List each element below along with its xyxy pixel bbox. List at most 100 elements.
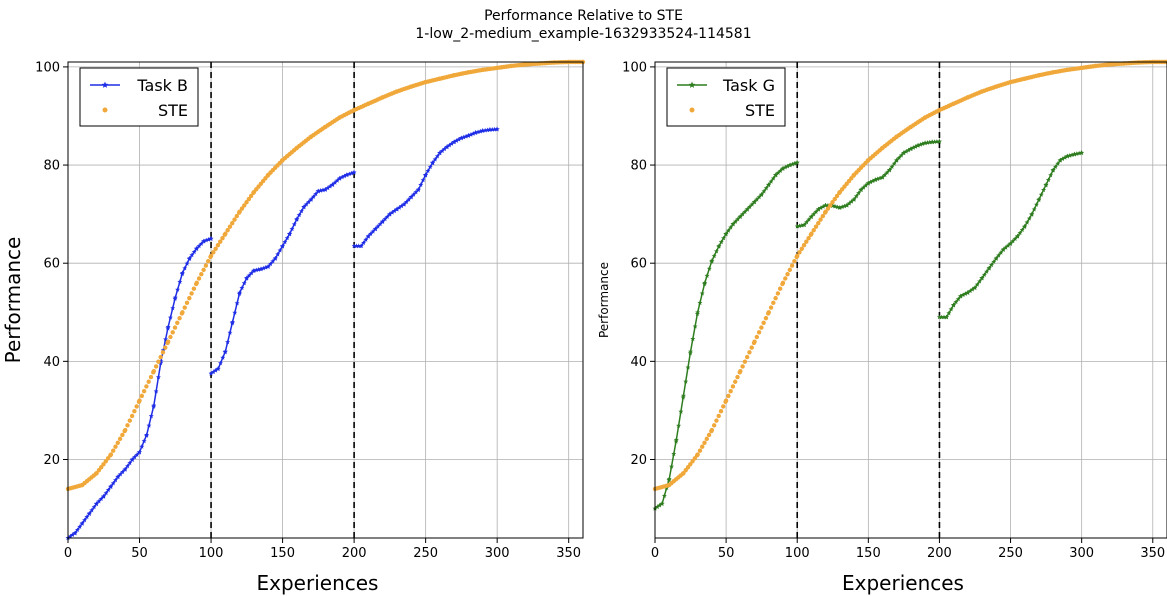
chart-panel-1: 0 50 100 150 200 250 300 350 20 40 60 80 100 Experien… bbox=[1, 59, 586, 595]
data-point bbox=[358, 243, 364, 249]
data-point bbox=[203, 263, 209, 268]
data-point bbox=[770, 175, 776, 181]
legend-entry: Task G bbox=[722, 76, 775, 95]
data-point bbox=[351, 169, 357, 175]
data-point bbox=[766, 182, 772, 187]
data-point bbox=[669, 463, 674, 469]
data-point bbox=[905, 147, 911, 153]
data-point bbox=[865, 180, 871, 186]
y-tick-label: 20 bbox=[630, 453, 647, 468]
data-point bbox=[213, 367, 219, 373]
data-point bbox=[780, 165, 786, 171]
data-point bbox=[756, 330, 762, 335]
data-point bbox=[811, 211, 817, 217]
data-point bbox=[454, 138, 460, 143]
legend-entry: STE bbox=[158, 101, 188, 120]
x-tick-label: 250 bbox=[998, 546, 1023, 561]
data-point bbox=[683, 378, 689, 384]
data-point bbox=[308, 196, 314, 202]
x-tick-label: 200 bbox=[342, 546, 367, 561]
data-point bbox=[851, 196, 857, 202]
data-point bbox=[425, 168, 431, 174]
data-point bbox=[659, 501, 665, 506]
data-point bbox=[153, 364, 159, 369]
data-point bbox=[339, 174, 345, 180]
data-point bbox=[974, 281, 980, 287]
data-point bbox=[306, 199, 312, 205]
data-point bbox=[740, 364, 745, 369]
data-point bbox=[891, 161, 897, 166]
data-point bbox=[730, 384, 736, 389]
x-axis-label: Experiences bbox=[257, 571, 379, 595]
data-point bbox=[676, 423, 682, 428]
data-point bbox=[153, 388, 159, 394]
data-point bbox=[91, 504, 97, 510]
x-tick-label: 0 bbox=[64, 546, 72, 561]
data-point bbox=[110, 480, 116, 486]
data-point bbox=[683, 468, 688, 473]
data-point bbox=[227, 330, 233, 335]
data-point bbox=[977, 278, 983, 284]
data-point bbox=[184, 260, 190, 266]
data-point bbox=[771, 300, 776, 306]
data-point bbox=[704, 436, 709, 442]
data-point bbox=[1057, 157, 1063, 163]
data-point bbox=[820, 204, 826, 209]
data-point bbox=[844, 202, 850, 208]
data-point bbox=[377, 221, 383, 227]
data-point bbox=[818, 205, 824, 211]
data-point bbox=[1019, 227, 1025, 233]
data-point bbox=[179, 270, 185, 276]
data-point bbox=[804, 219, 810, 225]
data-point bbox=[220, 235, 225, 241]
data-point bbox=[752, 199, 758, 204]
data-point bbox=[673, 437, 679, 442]
y-tick-label: 20 bbox=[43, 453, 60, 468]
data-point bbox=[896, 155, 902, 160]
data-point bbox=[177, 315, 182, 321]
data-point bbox=[399, 203, 405, 209]
data-point bbox=[809, 231, 814, 236]
data-point bbox=[737, 213, 743, 219]
data-point bbox=[688, 462, 693, 467]
data-point bbox=[1012, 236, 1018, 241]
data-point bbox=[82, 517, 88, 523]
data-point bbox=[325, 185, 331, 191]
data-point bbox=[470, 131, 476, 136]
data-point bbox=[692, 456, 698, 461]
data-point bbox=[122, 466, 128, 472]
data-point bbox=[74, 527, 80, 533]
data-point bbox=[777, 286, 783, 291]
data-point bbox=[811, 228, 816, 233]
data-point bbox=[728, 224, 734, 230]
data-point bbox=[754, 334, 760, 340]
data-point bbox=[389, 209, 395, 215]
data-point bbox=[692, 323, 698, 329]
data-point bbox=[211, 250, 216, 255]
data-point bbox=[420, 177, 426, 183]
data-point bbox=[244, 275, 250, 281]
data-point bbox=[67, 533, 73, 539]
data-point bbox=[105, 456, 111, 461]
data-point bbox=[234, 300, 240, 306]
data-point bbox=[311, 194, 316, 199]
data-point bbox=[189, 291, 194, 296]
data-point bbox=[718, 408, 724, 414]
data-point bbox=[437, 150, 443, 155]
data-point bbox=[1000, 246, 1006, 252]
data-point bbox=[494, 126, 500, 132]
data-point bbox=[944, 314, 950, 320]
data-point bbox=[434, 153, 440, 159]
data-point bbox=[96, 498, 102, 504]
data-point bbox=[427, 164, 433, 170]
data-point bbox=[795, 253, 800, 259]
data-point bbox=[657, 502, 663, 508]
data-point bbox=[172, 294, 178, 300]
data-point bbox=[208, 253, 214, 259]
data-point bbox=[187, 255, 193, 261]
data-point bbox=[861, 184, 866, 190]
data-point bbox=[825, 206, 831, 211]
data-point bbox=[1003, 244, 1009, 250]
data-point bbox=[768, 178, 774, 184]
data-point bbox=[818, 217, 823, 222]
